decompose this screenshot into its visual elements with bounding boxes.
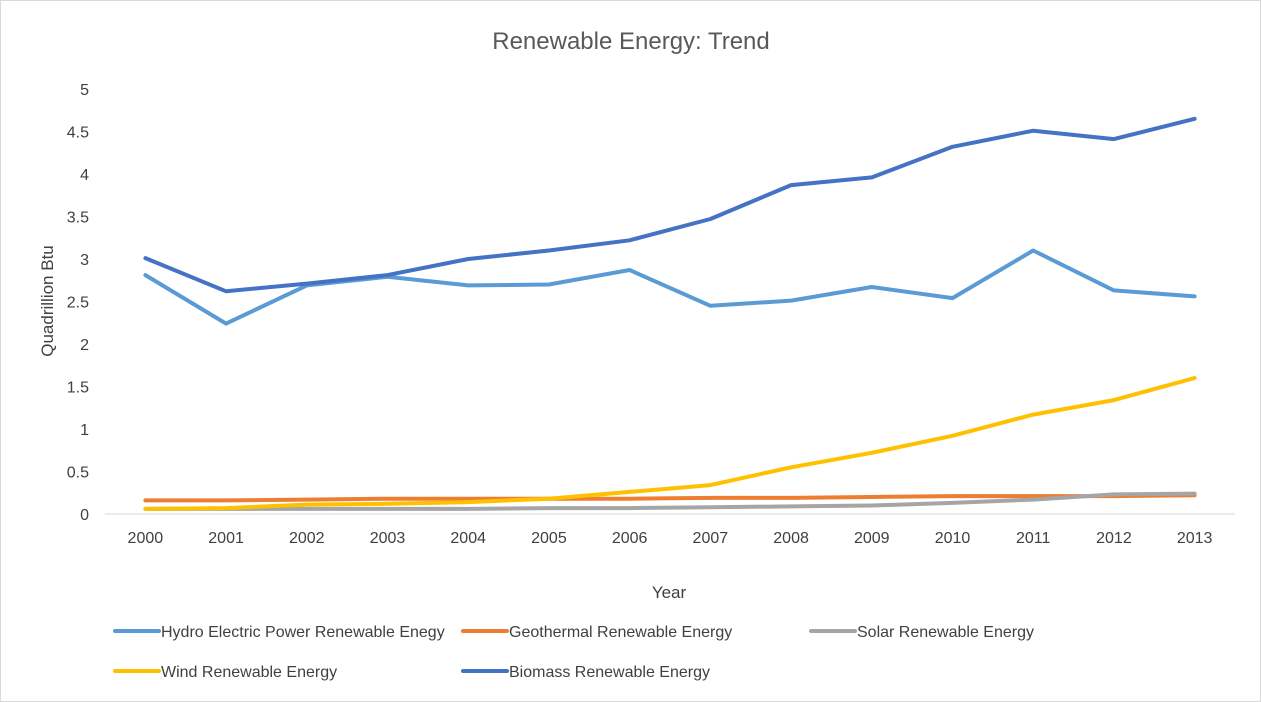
x-tick-label: 2005	[531, 530, 567, 547]
legend-label: Solar Renewable Energy	[857, 624, 1034, 641]
series-line-4	[143, 116, 1197, 294]
x-tick-label: 2001	[208, 530, 244, 547]
series-lines	[143, 116, 1197, 511]
legend-label: Geothermal Renewable Energy	[509, 624, 732, 641]
legend-item: Wind Renewable Energy	[113, 664, 337, 681]
legend-label: Biomass Renewable Energy	[509, 664, 710, 681]
y-tick-label: 0	[80, 507, 89, 524]
legend-item: Hydro Electric Power Renewable Enegy	[113, 624, 445, 641]
x-tick-label: 2007	[693, 530, 729, 547]
x-tick-label: 2009	[854, 530, 890, 547]
y-tick-label: 3.5	[67, 210, 89, 227]
x-tick-label: 2006	[612, 530, 648, 547]
y-tick-label: 1.5	[67, 380, 89, 397]
y-tick-label: 5	[80, 82, 89, 99]
y-tick-label: 2.5	[67, 295, 89, 312]
series-line-3	[143, 376, 1197, 511]
y-tick-label: 0.5	[67, 465, 89, 482]
x-tick-label: 2004	[450, 530, 486, 547]
y-tick-label: 3	[80, 252, 89, 269]
x-tick-label: 2013	[1177, 530, 1213, 547]
series-line-1	[143, 493, 1197, 503]
y-tick-label: 4	[80, 167, 89, 184]
x-tick-label: 2002	[289, 530, 325, 547]
legend-item: Biomass Renewable Energy	[461, 664, 710, 681]
chart-title: Renewable Energy: Trend	[492, 28, 770, 55]
legend-item: Geothermal Renewable Energy	[461, 624, 732, 641]
legend-label: Hydro Electric Power Renewable Enegy	[161, 624, 445, 641]
legend: Hydro Electric Power Renewable Enegy Geot…	[113, 624, 1034, 681]
y-tick-label: 2	[80, 337, 89, 354]
legend-item: Solar Renewable Energy	[809, 624, 1034, 641]
x-tick-label: 2012	[1096, 530, 1132, 547]
x-tick-label: 2011	[1016, 530, 1051, 547]
y-tick-label: 1	[80, 422, 89, 439]
y-axis-title: Quadrillion Btu	[38, 245, 57, 357]
y-tick-label: 4.5	[67, 125, 89, 142]
x-tick-label: 2008	[773, 530, 809, 547]
x-tick-label: 2010	[935, 530, 971, 547]
x-axis-title: Year	[652, 583, 687, 602]
x-axis-ticks: 2000 2001 2002 2003 2004 2005 2006 2007 2008 2009…	[128, 530, 1213, 547]
series-line-2	[143, 491, 1197, 511]
series-line-0	[143, 248, 1197, 326]
legend-label: Wind Renewable Energy	[161, 664, 337, 681]
x-tick-label: 2000	[128, 530, 164, 547]
x-tick-label: 2003	[370, 530, 406, 547]
y-axis-ticks: 0 0.5 1 1.5 2 2.5 3 3.5 4 4.5 5	[67, 82, 89, 524]
